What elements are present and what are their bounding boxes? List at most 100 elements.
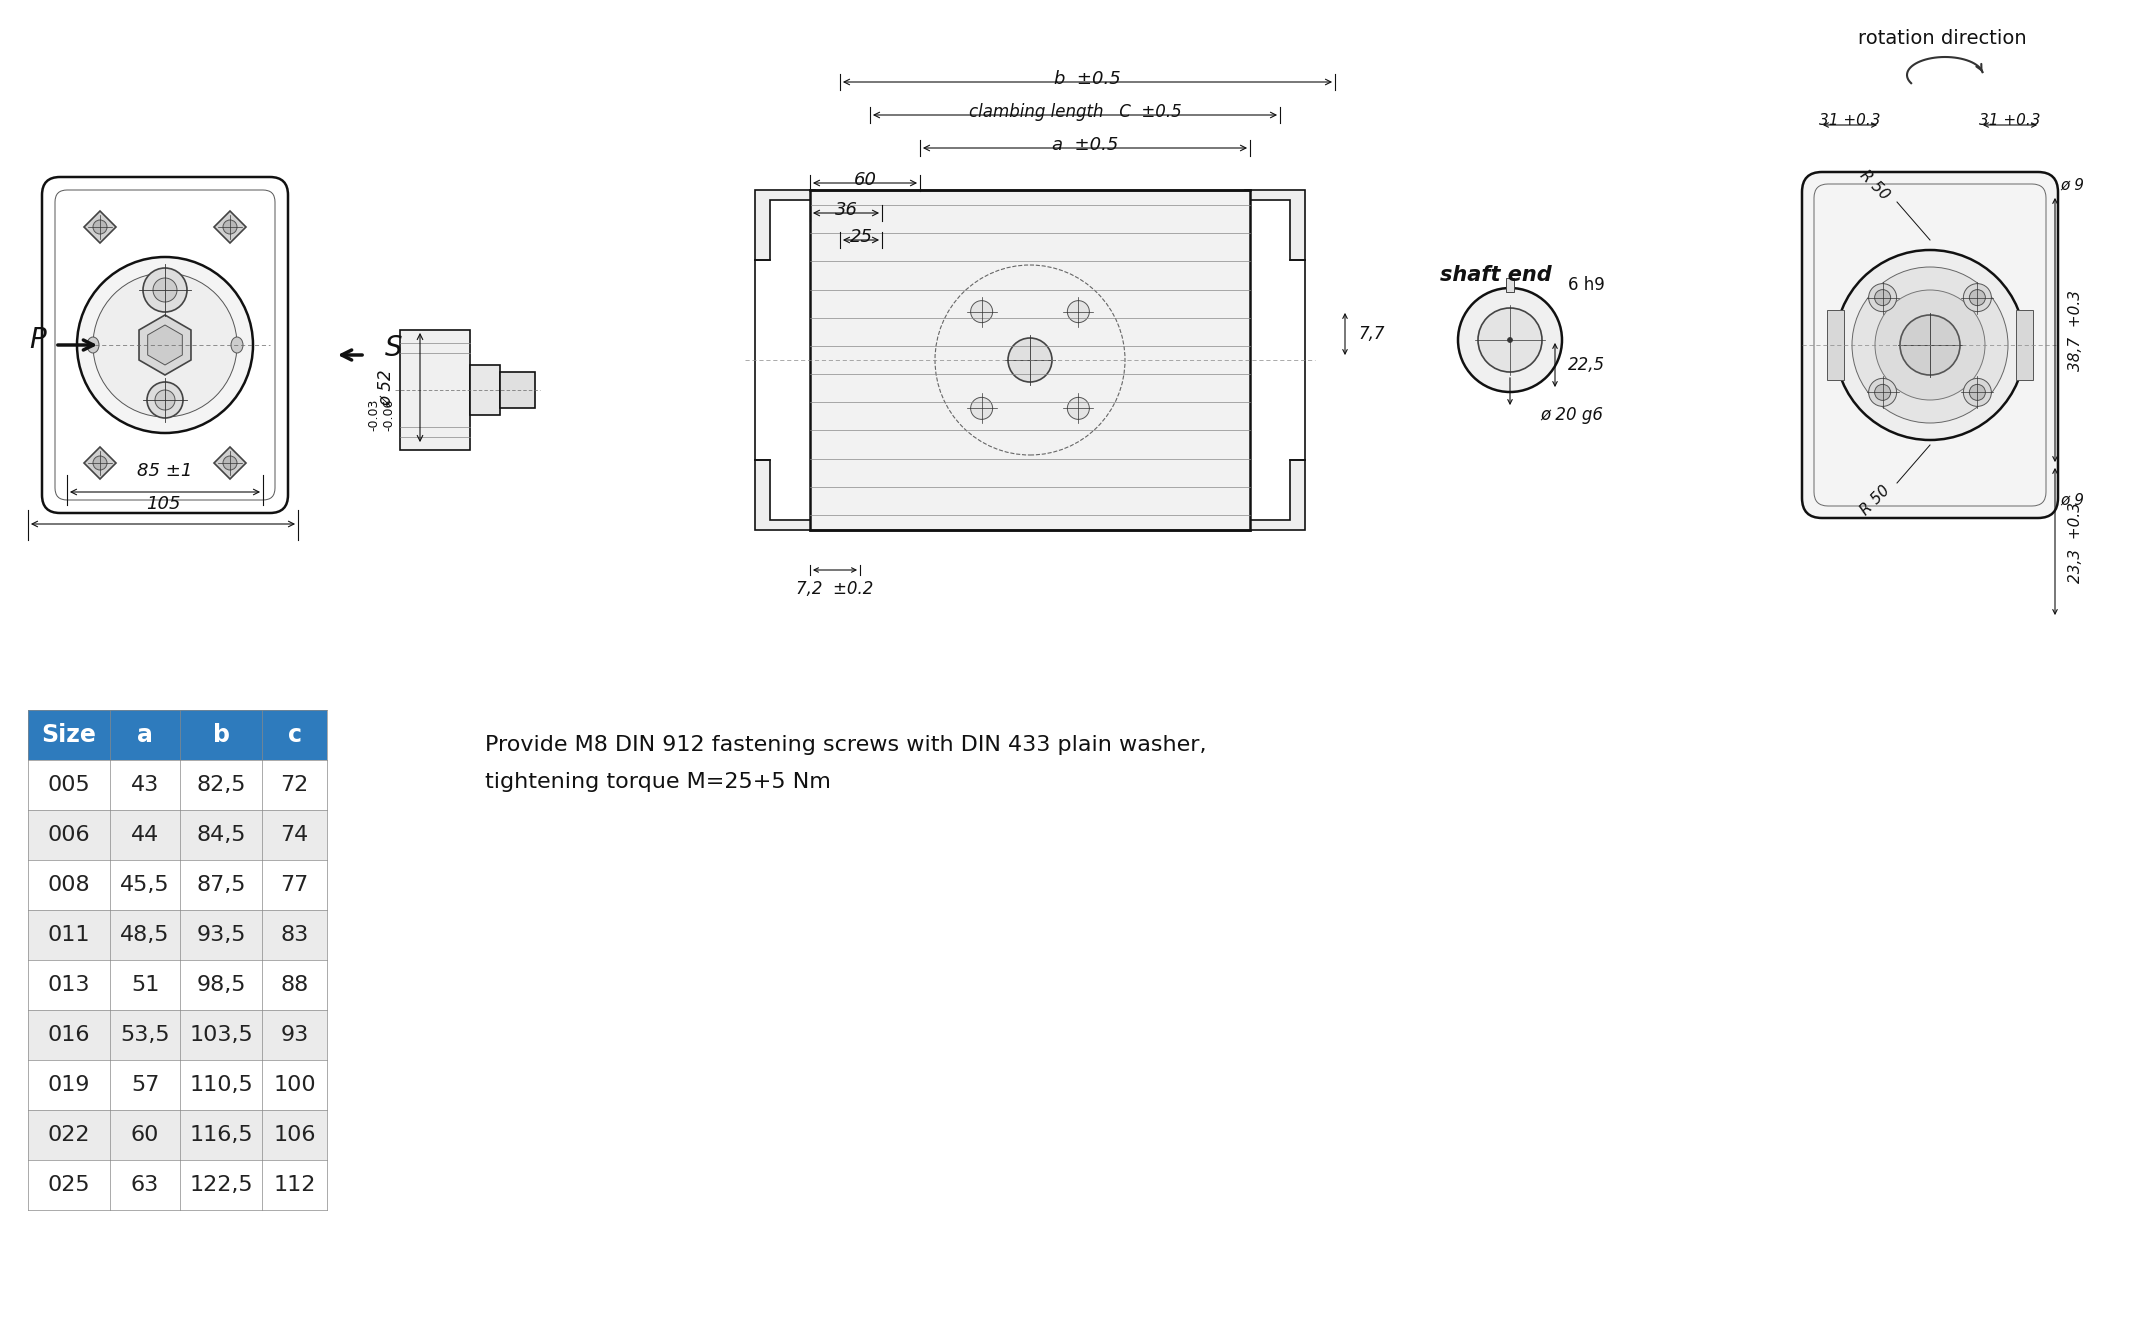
Text: 022: 022 — [47, 1125, 90, 1145]
Polygon shape — [1246, 459, 1306, 530]
Circle shape — [1835, 250, 2024, 440]
Ellipse shape — [88, 338, 99, 354]
FancyBboxPatch shape — [43, 177, 287, 512]
Circle shape — [1068, 301, 1089, 323]
Circle shape — [92, 220, 107, 234]
Circle shape — [1008, 338, 1053, 383]
Polygon shape — [214, 211, 247, 244]
Bar — [262, 1010, 328, 1061]
Text: -0.03
-0.06: -0.03 -0.06 — [367, 399, 394, 432]
Text: 005: 005 — [47, 775, 90, 794]
Polygon shape — [84, 211, 116, 244]
Bar — [180, 861, 262, 910]
Circle shape — [77, 257, 253, 433]
Circle shape — [1507, 338, 1512, 343]
Bar — [500, 372, 536, 408]
Circle shape — [154, 391, 176, 410]
Bar — [180, 1160, 262, 1210]
Bar — [28, 760, 109, 810]
Circle shape — [1068, 397, 1089, 420]
Text: 106: 106 — [272, 1125, 315, 1145]
Bar — [109, 1110, 180, 1160]
Text: 77: 77 — [281, 875, 309, 895]
Text: clambing length   C  ±0.5: clambing length C ±0.5 — [969, 103, 1181, 120]
Bar — [262, 910, 328, 960]
Text: 74: 74 — [281, 825, 309, 845]
Bar — [28, 910, 109, 960]
Text: 011: 011 — [47, 925, 90, 945]
Text: R 50: R 50 — [1857, 482, 1893, 518]
Circle shape — [1870, 379, 1897, 406]
Bar — [401, 330, 470, 450]
Bar — [262, 1160, 328, 1210]
Text: 36: 36 — [834, 201, 858, 218]
Text: 57: 57 — [131, 1075, 159, 1095]
Circle shape — [1964, 379, 1992, 406]
Text: 6 h9: 6 h9 — [1567, 275, 1604, 294]
Circle shape — [1477, 308, 1542, 372]
Circle shape — [92, 273, 238, 417]
Text: 43: 43 — [131, 775, 159, 794]
Polygon shape — [214, 448, 247, 479]
Text: 48,5: 48,5 — [120, 925, 169, 945]
Polygon shape — [755, 459, 815, 530]
Text: 100: 100 — [272, 1075, 315, 1095]
Bar — [28, 710, 109, 760]
Circle shape — [1874, 290, 1891, 306]
Bar — [28, 810, 109, 861]
Text: P: P — [30, 326, 47, 354]
Bar — [262, 810, 328, 861]
Circle shape — [971, 397, 993, 420]
Text: 025: 025 — [47, 1174, 90, 1196]
Circle shape — [152, 278, 178, 302]
Text: 88: 88 — [281, 974, 309, 996]
Circle shape — [1876, 290, 1985, 400]
Text: 83: 83 — [281, 925, 309, 945]
Text: 122,5: 122,5 — [189, 1174, 253, 1196]
Text: S: S — [386, 334, 403, 361]
Text: 93,5: 93,5 — [197, 925, 247, 945]
Text: a  ±0.5: a ±0.5 — [1053, 136, 1119, 154]
Text: a: a — [137, 723, 152, 747]
Circle shape — [1874, 384, 1891, 400]
Polygon shape — [148, 324, 182, 365]
Text: b  ±0.5: b ±0.5 — [1055, 70, 1121, 87]
Text: 82,5: 82,5 — [197, 775, 247, 794]
Text: 7,7: 7,7 — [1357, 324, 1385, 343]
Bar — [109, 810, 180, 861]
Text: 60: 60 — [131, 1125, 159, 1145]
Bar — [109, 1160, 180, 1210]
Circle shape — [1900, 315, 1960, 375]
Bar — [262, 1061, 328, 1110]
Bar — [109, 1010, 180, 1061]
Circle shape — [1458, 289, 1563, 392]
Text: 51: 51 — [131, 974, 159, 996]
Text: Size: Size — [41, 723, 96, 747]
Circle shape — [92, 455, 107, 470]
Text: 013: 013 — [47, 974, 90, 996]
Text: ø 9: ø 9 — [2060, 493, 2084, 507]
Text: 53,5: 53,5 — [120, 1025, 169, 1045]
Text: 110,5: 110,5 — [189, 1075, 253, 1095]
Bar — [180, 910, 262, 960]
Bar — [109, 1061, 180, 1110]
Text: ø 9: ø 9 — [2060, 177, 2084, 192]
Circle shape — [971, 301, 993, 323]
Text: ø 52: ø 52 — [377, 369, 394, 406]
Circle shape — [1970, 290, 1985, 306]
Text: c: c — [287, 723, 302, 747]
Polygon shape — [1246, 191, 1306, 260]
Polygon shape — [84, 448, 116, 479]
Text: 112: 112 — [272, 1174, 315, 1196]
Text: 25: 25 — [849, 228, 873, 246]
Text: 019: 019 — [47, 1075, 90, 1095]
Polygon shape — [755, 191, 815, 260]
Circle shape — [144, 267, 187, 312]
Ellipse shape — [232, 338, 242, 354]
Circle shape — [148, 383, 182, 418]
Text: 93: 93 — [281, 1025, 309, 1045]
Text: 016: 016 — [47, 1025, 90, 1045]
Text: 38,7  +0.3: 38,7 +0.3 — [2069, 290, 2084, 371]
Bar — [109, 710, 180, 760]
FancyBboxPatch shape — [1801, 172, 2058, 518]
